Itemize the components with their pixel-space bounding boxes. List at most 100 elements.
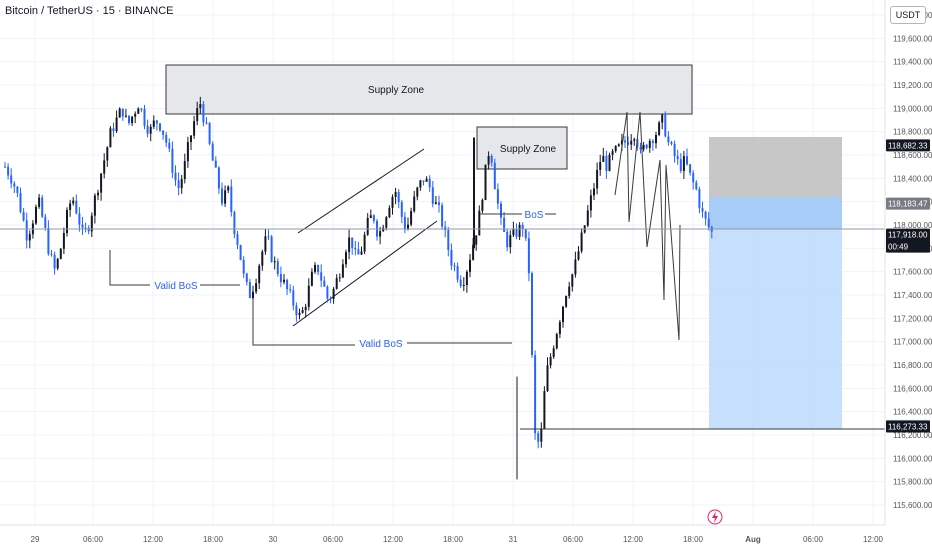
candle-body	[695, 182, 698, 190]
candle-body	[84, 227, 87, 229]
candle-body	[199, 104, 202, 109]
candle-body	[388, 207, 391, 218]
candle-body	[211, 143, 214, 161]
candle-body	[506, 231, 509, 248]
x-tick-label: 12:00	[383, 535, 404, 544]
candle-body	[255, 283, 258, 292]
candle-body	[658, 122, 661, 135]
candle-body	[422, 180, 425, 182]
candle-body	[602, 155, 605, 162]
candle-body	[320, 272, 323, 281]
candle-body	[78, 213, 81, 225]
candle-body	[403, 216, 406, 230]
candle-body	[431, 187, 434, 204]
candle-body	[174, 172, 177, 181]
candle-body	[348, 237, 351, 253]
x-tick-label: 12:00	[143, 535, 164, 544]
candle-body	[686, 156, 688, 165]
y-tick-label: 115,600.00	[893, 501, 932, 510]
y-tick-label: 116,800.00	[893, 361, 932, 370]
price-tag-value: 118,183.47	[888, 200, 928, 209]
x-tick-label: 06:00	[323, 535, 344, 544]
candle-body	[16, 186, 19, 194]
candle-body	[159, 123, 161, 131]
candle-body	[53, 254, 56, 269]
candle-body	[438, 202, 440, 206]
candle-body	[589, 195, 592, 211]
candle-body	[614, 145, 617, 152]
candle-body	[577, 251, 580, 260]
candle-body	[707, 218, 710, 228]
candle-body	[56, 258, 59, 269]
candle-body	[25, 220, 28, 241]
bos-3-label: BoS	[525, 210, 544, 221]
candle-body	[645, 144, 648, 148]
candle-body	[47, 227, 50, 254]
candle-body	[462, 285, 465, 287]
candle-body	[562, 306, 564, 323]
candle-body	[236, 234, 239, 245]
bos-1-line-left	[109, 250, 150, 286]
y-tick-label: 119,200.00	[893, 81, 932, 90]
candle-body	[100, 173, 103, 193]
y-tick-label: 119,000.00	[893, 104, 932, 113]
candle-body	[487, 155, 490, 165]
candle-body	[69, 203, 72, 210]
candle-body	[397, 192, 400, 203]
channel-upper	[297, 148, 425, 234]
bos-2-label: Valid BoS	[359, 339, 403, 350]
candle-body	[633, 139, 636, 141]
candle-body	[453, 265, 456, 267]
candle-body	[478, 210, 481, 236]
candle-body	[307, 285, 310, 307]
candle-body	[391, 196, 394, 208]
candle-body	[664, 114, 667, 137]
candle-body	[481, 199, 484, 211]
candle-body	[341, 264, 344, 278]
y-tick-label: 119,600.00	[893, 34, 932, 43]
target-zone	[709, 197, 842, 429]
candle-body	[276, 261, 279, 275]
candle-body	[490, 155, 493, 163]
candle-body	[360, 251, 363, 255]
supply-zone-2-label: Supply Zone	[500, 144, 557, 155]
candle-body	[679, 159, 682, 171]
candle-body	[428, 178, 431, 188]
x-tick-label: 06:00	[83, 535, 104, 544]
symbol-title: Bitcoin / TetherUS · 15 · BINANCE	[5, 5, 174, 17]
currency-button[interactable]: USDT	[890, 6, 926, 24]
candle-body	[214, 160, 217, 168]
y-tick-label: 117,200.00	[893, 314, 932, 323]
candle-body	[555, 334, 558, 349]
y-tick-label: 116,600.00	[893, 384, 932, 393]
candle-body	[617, 144, 620, 146]
candle-body	[121, 108, 124, 117]
candle-body	[692, 172, 695, 183]
candle-body	[323, 280, 326, 287]
candle-body	[258, 265, 261, 284]
candle-body	[314, 264, 316, 272]
candle-body	[329, 298, 332, 300]
candle-body	[605, 155, 608, 171]
candle-body	[586, 210, 589, 226]
candle-body	[233, 211, 236, 235]
candle-body	[106, 147, 109, 161]
candle-body	[177, 180, 180, 189]
y-tick-label: 115,800.00	[893, 478, 932, 487]
candle-body	[611, 151, 614, 155]
candle-body	[10, 175, 13, 184]
candle-body	[580, 232, 583, 252]
candle-body	[224, 190, 227, 204]
candle-body	[565, 296, 568, 307]
candle-body	[413, 196, 416, 212]
candle-body	[196, 108, 199, 122]
candle-body	[698, 189, 701, 209]
candle-body	[279, 274, 282, 283]
y-tick-label: 118,000.00	[893, 221, 932, 230]
candle-body	[131, 116, 134, 124]
candle-body	[75, 200, 78, 214]
candle-body	[425, 178, 428, 182]
candle-body	[627, 142, 630, 145]
